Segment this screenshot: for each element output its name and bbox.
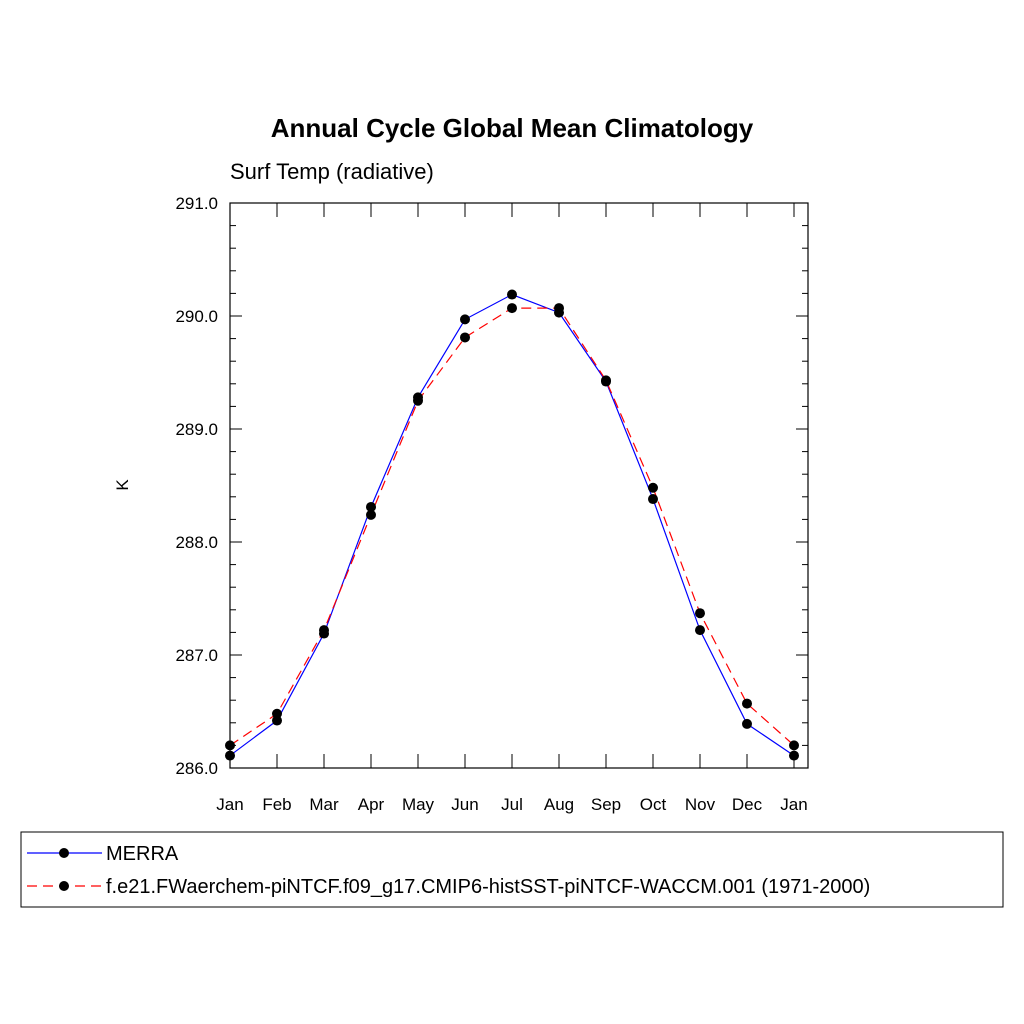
data-point [225, 750, 235, 761]
x-tick-label: Jun [451, 795, 478, 814]
legend-label-1: f.e21.FWaerchem-piNTCF.f09_g17.CMIP6-his… [106, 876, 870, 898]
data-point [460, 314, 470, 325]
y-tick-label: 290.0 [175, 307, 218, 326]
legend-marker-1 [59, 881, 69, 891]
x-tick-label: Mar [309, 795, 339, 814]
y-tick-label: 291.0 [175, 194, 218, 213]
x-tick-label: Apr [358, 795, 385, 814]
data-point [648, 494, 658, 505]
x-tick-label: Aug [544, 795, 574, 814]
x-tick-label: Jan [780, 795, 807, 814]
y-tick-label: 288.0 [175, 533, 218, 552]
data-point [319, 625, 329, 636]
plot-frame [229, 202, 809, 769]
chart-title: Annual Cycle Global Mean Climatology [271, 113, 754, 143]
series-line-0 [229, 293, 795, 757]
x-tick-label: Sep [591, 795, 621, 814]
chart-subtitle: Surf Temp (radiative) [230, 159, 434, 184]
data-point [742, 718, 752, 729]
data-point [507, 289, 517, 300]
data-point [789, 750, 799, 761]
data-point [413, 395, 423, 406]
legend-label-0: MERRA [106, 843, 179, 865]
x-tick-label: Dec [732, 795, 763, 814]
legend-box [20, 831, 1004, 908]
data-point [554, 303, 564, 314]
data-point [272, 708, 282, 719]
data-point [601, 375, 611, 386]
data-point [366, 509, 376, 520]
y-tick-label: 286.0 [175, 759, 218, 778]
data-point [789, 740, 799, 751]
x-tick-label: Jan [216, 795, 243, 814]
data-point [695, 625, 705, 636]
data-point [742, 698, 752, 709]
y-tick-label: 287.0 [175, 646, 218, 665]
x-tick-label: Feb [262, 795, 291, 814]
data-point [695, 608, 705, 619]
series-line-1 [229, 307, 795, 746]
data-point [225, 740, 235, 751]
data-point [648, 482, 658, 493]
legend-marker-0 [59, 848, 69, 858]
data-point [460, 332, 470, 343]
x-tick-label: Oct [640, 795, 667, 814]
y-axis-label: K [113, 479, 132, 491]
x-tick-label: May [402, 795, 435, 814]
data-point [366, 501, 376, 512]
x-tick-label: Nov [685, 795, 716, 814]
y-tick-label: 289.0 [175, 420, 218, 439]
data-point [507, 303, 517, 314]
x-tick-label: Jul [501, 795, 523, 814]
